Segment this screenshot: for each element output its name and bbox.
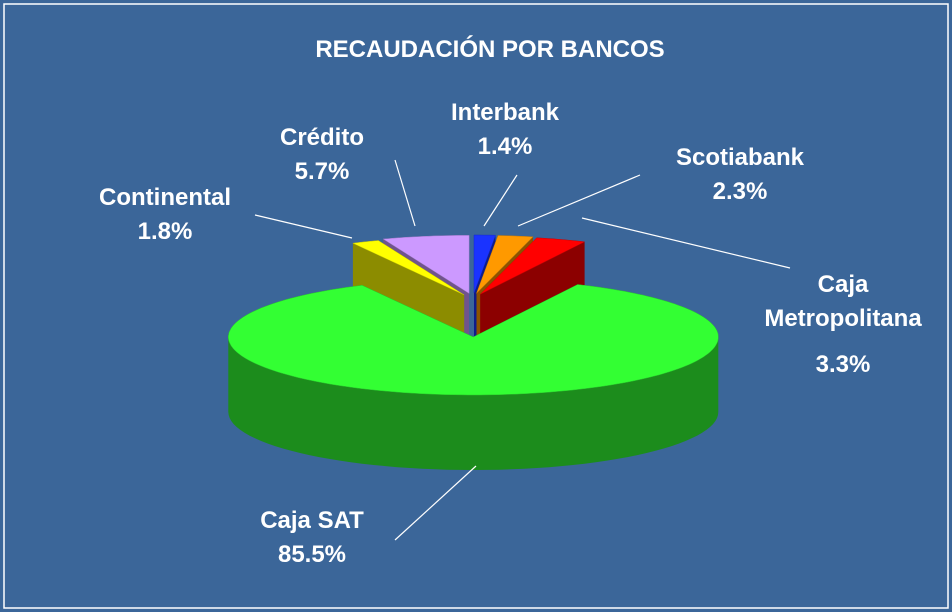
slice-label: Scotiabank 2.3% [676,141,804,209]
frame [3,3,949,609]
slice-name: Caja Metropolitana [764,271,922,332]
leader-line [254,214,353,239]
slice-value: 3.3% [815,351,871,378]
slice-name: Interbank [450,99,560,126]
slice-value: 85.5% [277,541,347,568]
slice-value: 2.3% [712,178,768,205]
slice-label: Continental 1.8% [99,181,231,249]
slice-name: Continental [99,184,231,211]
slice-label: Caja Metropolitana 3.3% [753,268,933,382]
slice [351,240,465,296]
slice-label: Interbank 1.4% [451,96,559,164]
leader-line [517,174,641,227]
leader-line [394,465,477,541]
slice-value: 1.8% [137,218,193,245]
slice-value: 1.4% [477,133,533,160]
leader-line [581,217,791,269]
slice-label: Caja SAT 85.5% [260,504,364,572]
slice-label: Crédito 5.7% [280,121,364,189]
slice [228,284,719,396]
slice-name: Crédito [280,124,364,151]
slice-name: Scotiabank [675,144,805,171]
slice-value: 5.7% [294,158,350,185]
leader-line [483,174,518,227]
slice-name: Caja SAT [260,507,364,534]
slice-wall [228,337,719,470]
slice [382,235,470,294]
chart-title: RECAUDACIÓN POR BANCOS [315,36,665,63]
slice [473,234,496,294]
slice [480,237,586,295]
slice [476,235,534,294]
leader-line [394,159,416,227]
